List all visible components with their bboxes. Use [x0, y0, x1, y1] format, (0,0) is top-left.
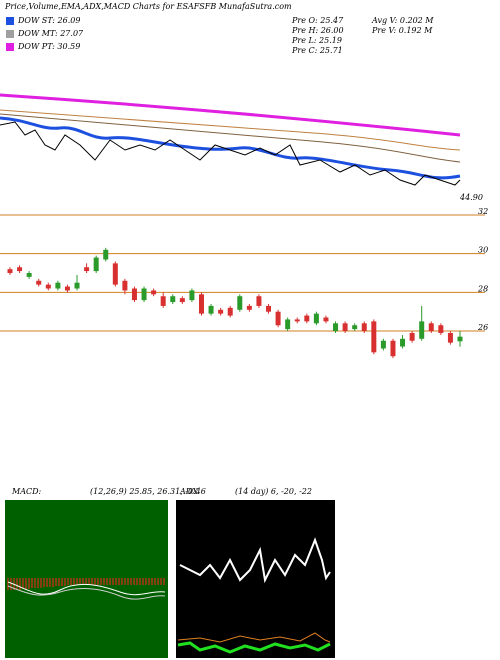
legend-swatch: [6, 43, 14, 51]
legend-label: DOW ST: 26.09: [17, 16, 80, 25]
candle-body: [237, 296, 243, 310]
candle-body: [208, 305, 214, 314]
macd-signal: [7, 585, 166, 600]
candle-body: [151, 290, 157, 295]
legend-label: DOW MT: 27.07: [17, 29, 84, 38]
stat: Pre C: 25.71: [291, 46, 343, 55]
candle-body: [170, 296, 176, 303]
legend-swatch: [6, 30, 14, 38]
chart-title: Price,Volume,EMA,ADX,MACD Charts for ESA…: [4, 2, 292, 11]
candle-body: [294, 319, 300, 322]
candle-body: [26, 273, 32, 277]
candle-body: [17, 267, 23, 272]
candle-body: [93, 257, 99, 272]
legend-label: DOW PT: 30.59: [17, 42, 80, 51]
candle-body: [160, 296, 166, 306]
legend-swatch: [6, 17, 14, 25]
candle-body: [64, 286, 70, 291]
candle-body: [409, 332, 415, 341]
candle-body: [361, 323, 367, 332]
macd-bars: [7, 578, 165, 590]
candle-body: [74, 282, 80, 289]
adx-line: [179, 537, 331, 584]
di-minus: [177, 641, 331, 654]
candle-body: [400, 338, 406, 347]
di-plus: [177, 632, 331, 643]
candle-body: [428, 323, 434, 332]
candle-body: [256, 296, 262, 306]
candle-body: [179, 298, 185, 303]
macd-params: (12,26,9) 25.85, 26.31, -0.46: [90, 487, 206, 496]
adx-label: ADX: [179, 487, 198, 496]
stat: Pre L: 25.19: [291, 36, 342, 45]
ema-line: [0, 116, 461, 180]
candle-body: [189, 290, 195, 301]
y-tick-label: 28: [477, 284, 488, 293]
price-line: [0, 121, 461, 186]
ema-line: [0, 109, 461, 151]
adx-params: (14 day) 6, -20, -22: [235, 487, 312, 496]
macd-line: [7, 581, 166, 596]
stat: Pre H: 26.00: [291, 26, 344, 35]
candle-body: [313, 313, 319, 324]
candle-body: [36, 280, 42, 285]
adx-panel: [176, 500, 335, 658]
candle-body: [438, 325, 444, 333]
candle-body: [227, 307, 233, 316]
candle-body: [333, 323, 339, 332]
candle-body: [218, 309, 224, 314]
candle-body: [55, 282, 61, 289]
candle-body: [371, 321, 377, 353]
candle-body: [112, 263, 118, 285]
candle-body: [266, 305, 272, 312]
candle-body: [457, 336, 463, 342]
stat: Pre V: 0.192 M: [371, 26, 433, 35]
candle-body: [342, 323, 348, 332]
stat: Pre O: 25.47: [291, 16, 344, 25]
candle-body: [103, 249, 109, 260]
candle-panel: 32 30 28 26: [0, 207, 488, 359]
y-tick-label: 30: [478, 246, 488, 255]
candle-body: [275, 311, 281, 326]
candle-body: [304, 315, 310, 322]
stat: Avg V: 0.202 M: [371, 16, 434, 25]
candle-body: [122, 280, 128, 291]
candle-body: [285, 319, 291, 330]
candle-body: [198, 294, 204, 314]
ema-value: 44.90: [459, 193, 483, 202]
candle-body: [131, 288, 137, 301]
candle-body: [419, 321, 425, 339]
ema-line: [0, 93, 461, 137]
candle-body: [45, 284, 51, 289]
legend: DOW ST: 26.09 DOW MT: 27.07 DOW PT: 30.59: [6, 16, 84, 51]
candle-body: [141, 288, 147, 301]
candle-body: [84, 267, 90, 272]
y-tick-label: 26: [477, 323, 488, 332]
macd-label: MACD:: [11, 487, 42, 496]
ema-line: [0, 113, 461, 163]
candle-body: [390, 340, 396, 357]
y-tick-label: 32: [478, 207, 488, 216]
candle-body: [7, 269, 13, 274]
candle-body: [323, 317, 329, 322]
ema-panel: [0, 93, 461, 186]
candle-body: [447, 332, 453, 343]
candle-body: [380, 340, 386, 349]
candle-body: [352, 325, 358, 330]
candle-body: [246, 305, 252, 310]
